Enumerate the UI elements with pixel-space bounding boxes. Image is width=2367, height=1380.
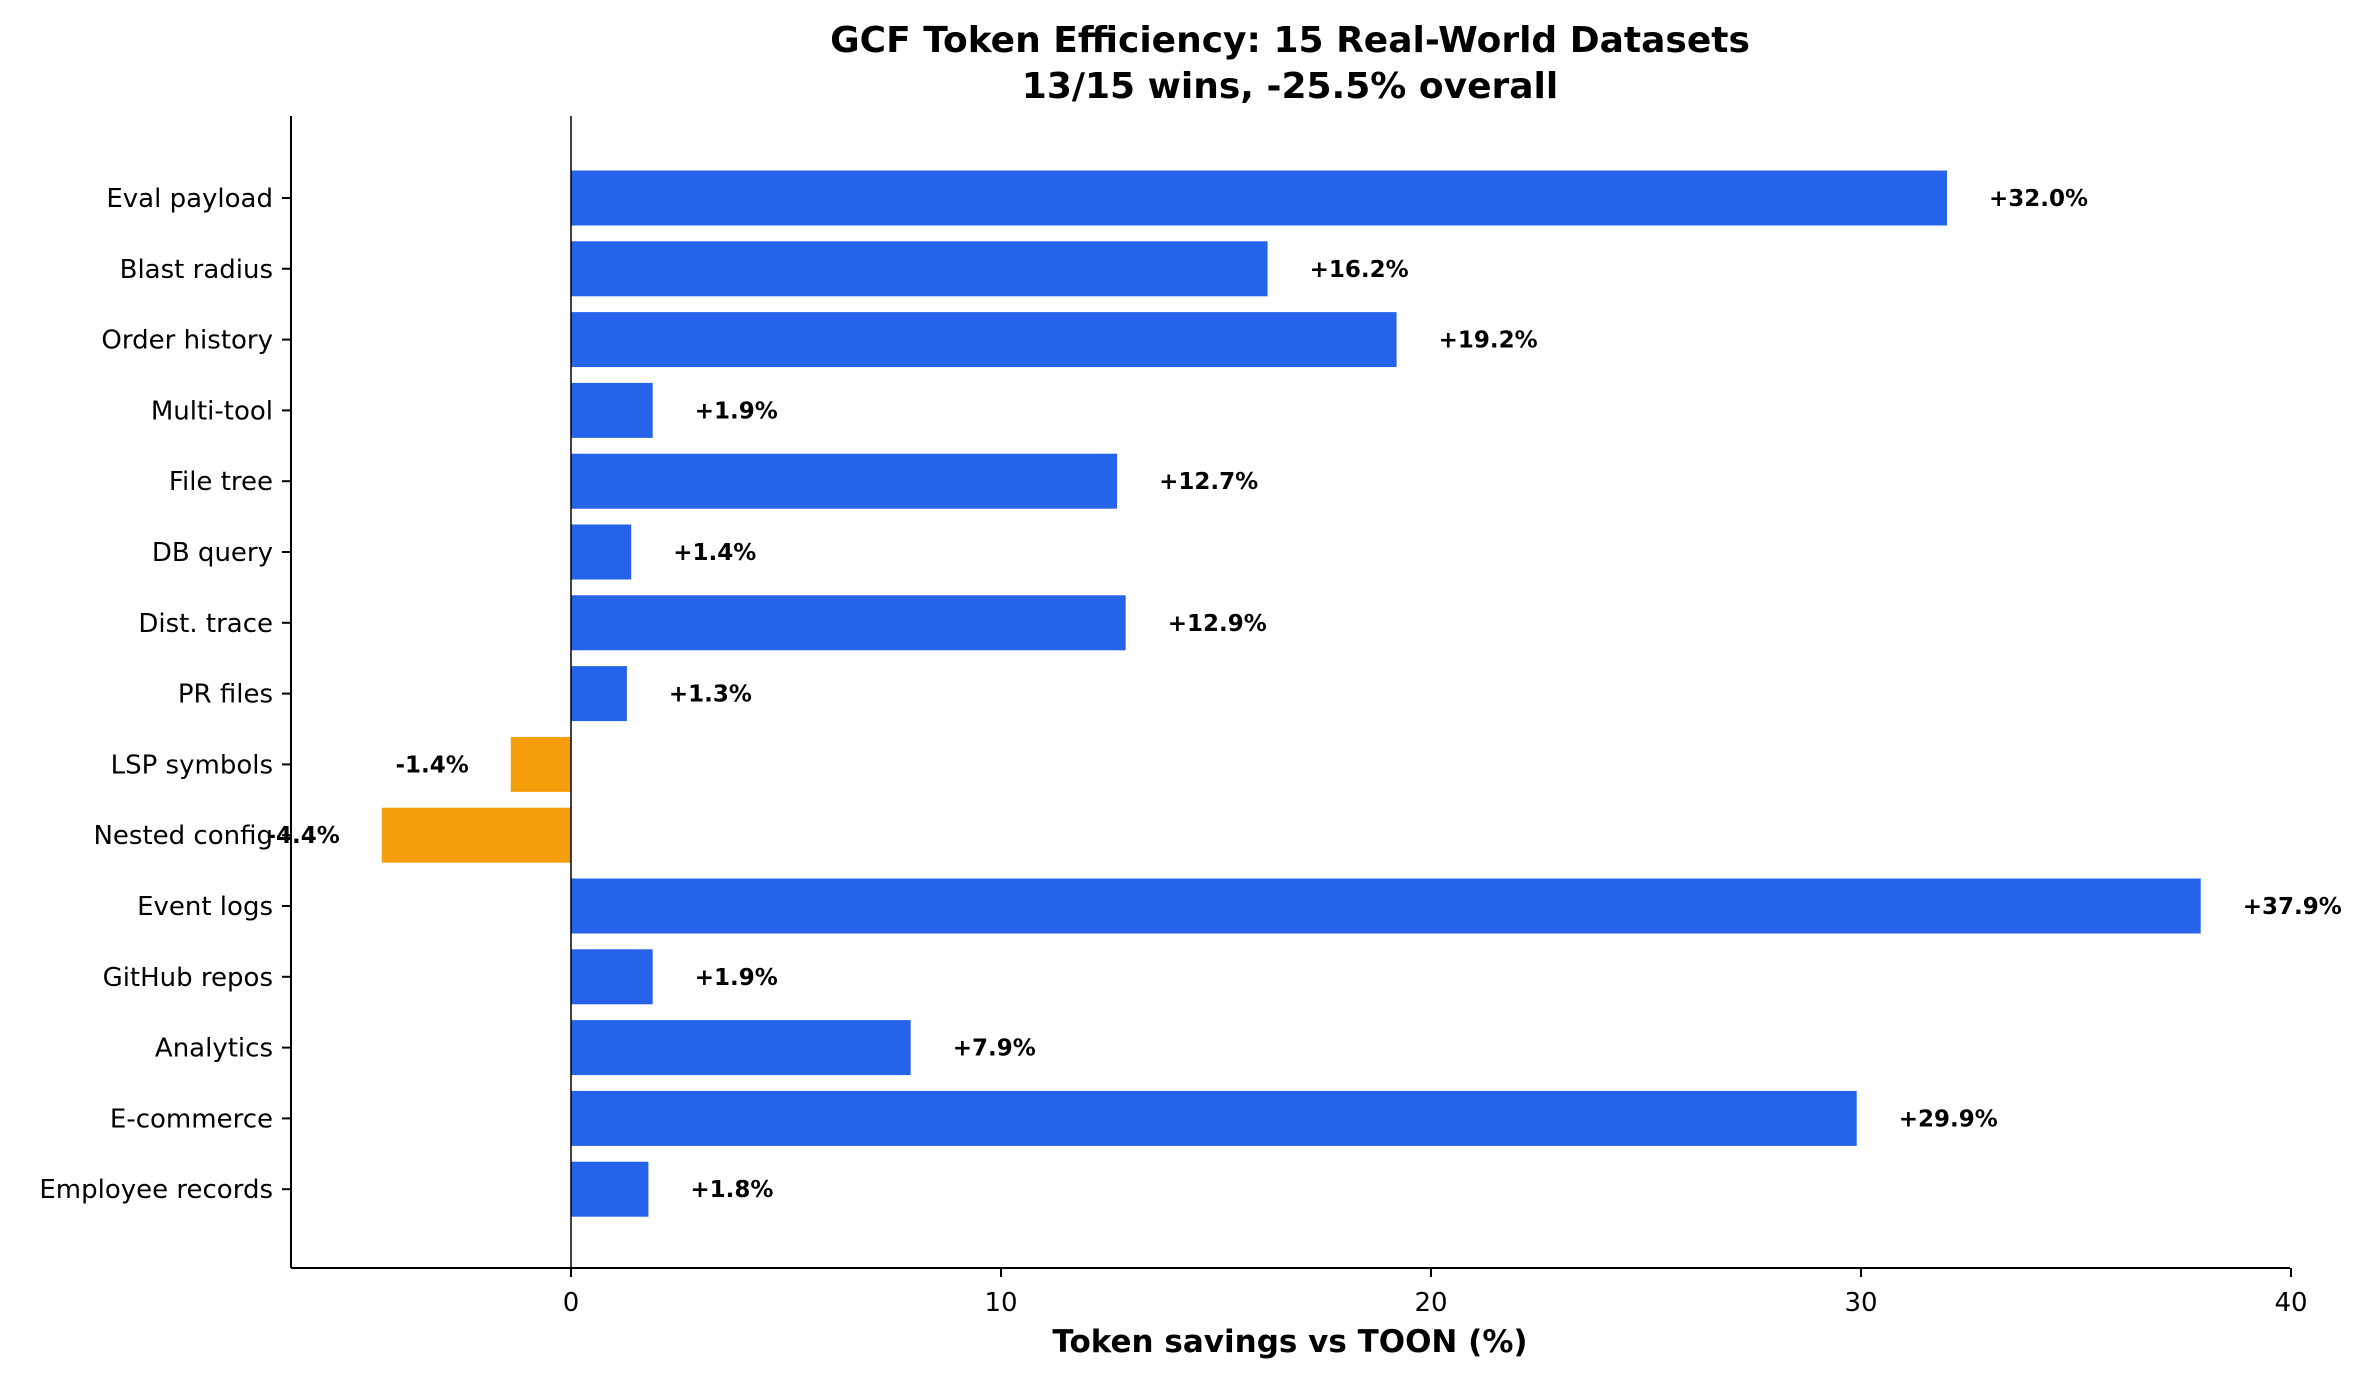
bar xyxy=(571,878,2201,934)
data-label: +7.9% xyxy=(953,1036,1036,1062)
category-label: File tree xyxy=(169,467,273,497)
category-label: DB query xyxy=(152,538,273,568)
bar xyxy=(571,1090,1857,1146)
x-tick-label: 40 xyxy=(2274,1288,2307,1318)
data-label: +1.9% xyxy=(695,398,778,424)
bar xyxy=(571,524,632,580)
data-label: +29.9% xyxy=(1899,1106,1998,1132)
data-label: +12.9% xyxy=(1168,611,1267,637)
data-label: +37.9% xyxy=(2243,894,2342,920)
category-label: Blast radius xyxy=(120,255,273,285)
category-label: Employee records xyxy=(39,1175,273,1205)
category-label: Dist. trace xyxy=(138,609,273,639)
category-label: E-commerce xyxy=(110,1104,273,1134)
x-tick-label: 30 xyxy=(1844,1288,1877,1318)
bar xyxy=(571,382,653,438)
chart-subtitle: 13/15 wins, -25.5% overall xyxy=(1022,66,1558,107)
bar xyxy=(571,453,1118,509)
chart-title: GCF Token Efficiency: 15 Real-World Data… xyxy=(830,20,1750,61)
category-label: Event logs xyxy=(137,892,273,922)
data-label: +19.2% xyxy=(1439,328,1538,354)
category-label: Analytics xyxy=(155,1034,273,1064)
category-label: Eval payload xyxy=(106,184,273,214)
category-label: Order history xyxy=(101,326,273,356)
bar xyxy=(571,170,1947,226)
category-label: Nested config xyxy=(93,821,273,851)
bar xyxy=(571,1161,649,1217)
category-label: Multi-tool xyxy=(151,396,273,426)
bar xyxy=(510,736,571,792)
data-label: +1.8% xyxy=(690,1177,773,1203)
data-label: +32.0% xyxy=(1989,186,2088,212)
bar xyxy=(571,312,1397,368)
data-label: -4.4% xyxy=(266,823,339,849)
x-axis-label: Token savings vs TOON (%) xyxy=(1052,1324,1527,1360)
bar xyxy=(571,666,627,722)
bar xyxy=(571,1020,911,1076)
bar xyxy=(571,241,1268,297)
bar xyxy=(571,595,1126,651)
category-label: GitHub repos xyxy=(103,963,273,993)
data-label: -1.4% xyxy=(395,752,468,778)
data-label: +1.3% xyxy=(669,682,752,708)
x-tick-label: 20 xyxy=(1414,1288,1447,1318)
x-tick-label: 0 xyxy=(563,1288,580,1318)
x-tick-label: 10 xyxy=(984,1288,1017,1318)
data-label: +1.9% xyxy=(695,965,778,991)
data-label: +12.7% xyxy=(1159,469,1258,495)
plot-area: +32.0% +16.2% +19.2% +1.9% +12.7% +1.4% +12.9%… xyxy=(266,116,2342,1268)
y-axis-ticks: Eval payload Blast radius Order history Mul… xyxy=(39,184,291,1205)
category-label: LSP symbols xyxy=(111,750,273,780)
bar xyxy=(381,807,571,863)
x-axis-ticks: 0 10 20 30 40 xyxy=(563,1268,2308,1318)
data-label: +1.4% xyxy=(673,540,756,566)
category-label: PR files xyxy=(178,680,273,710)
data-label: +16.2% xyxy=(1310,257,1409,283)
bar xyxy=(571,949,653,1005)
